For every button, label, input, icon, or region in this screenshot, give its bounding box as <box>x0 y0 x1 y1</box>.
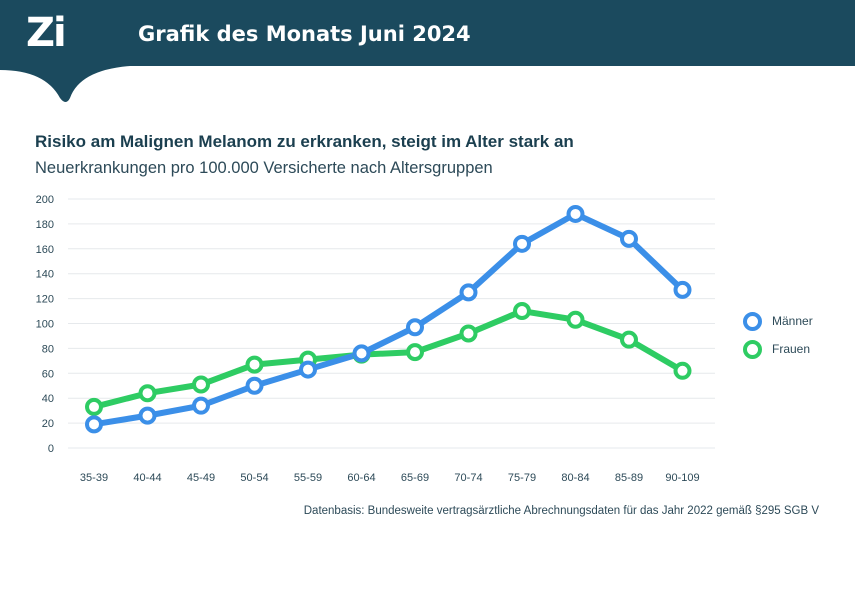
x-tick-label: 35-39 <box>80 472 108 484</box>
data-point-frauen <box>138 384 157 403</box>
x-tick-label: 75-79 <box>508 472 536 484</box>
chart-subtitle: Neuerkrankungen pro 100.000 Versicherte … <box>35 159 493 177</box>
legend-item-maenner: Männer <box>743 311 813 331</box>
data-point-maenner <box>138 406 157 425</box>
data-point-frauen <box>566 310 585 329</box>
data-point-frauen <box>192 375 210 394</box>
data-point-frauen <box>459 324 478 343</box>
data-point-maenner <box>352 344 371 363</box>
data-point-frauen <box>245 355 264 374</box>
data-point-maenner <box>299 360 317 379</box>
header-bar <box>0 0 855 66</box>
x-tick-label: 45-49 <box>187 472 215 484</box>
zi-logo: Zi <box>26 10 67 56</box>
y-tick-label: 80 <box>42 343 54 355</box>
data-point-frauen <box>620 330 638 349</box>
legend-label-maenner: Männer <box>772 314 813 328</box>
x-tick-label: 90-109 <box>665 472 699 484</box>
data-point-maenner <box>566 204 585 223</box>
data-point-frauen <box>85 397 103 416</box>
x-tick-label: 55-59 <box>294 472 322 484</box>
data-point-frauen <box>406 343 424 362</box>
data-point-maenner <box>406 318 424 337</box>
y-tick-label: 60 <box>42 368 54 380</box>
data-point-maenner <box>620 229 638 248</box>
data-point-maenner <box>85 415 103 434</box>
data-point-frauen <box>673 361 692 380</box>
header-notch-shape <box>0 66 130 102</box>
y-tick-label: 0 <box>48 443 54 455</box>
x-tick-label: 40-44 <box>133 472 161 484</box>
y-tick-label: 20 <box>42 418 54 430</box>
line-chart: 0 20 40 60 80 100 120 140 160 180 200 35-39 40-44 45-… <box>36 194 715 484</box>
x-tick-label: 80-84 <box>561 472 589 484</box>
y-tick-label: 40 <box>42 393 54 405</box>
data-point-maenner <box>513 234 531 253</box>
source-note: Datenbasis: Bundesweite vertragsärztlich… <box>303 505 819 517</box>
y-tick-label: 100 <box>36 319 54 331</box>
x-tick-label: 65-69 <box>401 472 429 484</box>
x-tick-label: 60-64 <box>347 472 375 484</box>
x-tick-label: 85-89 <box>615 472 643 484</box>
data-point-maenner <box>192 396 210 415</box>
data-point-frauen <box>513 302 531 321</box>
y-tick-label: 120 <box>36 294 54 306</box>
data-point-maenner <box>673 280 692 299</box>
x-tick-label: 70-74 <box>454 472 482 484</box>
chart-title: Risiko am Malignen Melanom zu erkranken,… <box>35 132 574 151</box>
data-point-maenner <box>245 376 264 395</box>
legend-marker-frauen <box>743 339 762 359</box>
y-tick-label: 160 <box>36 244 54 256</box>
data-point-maenner <box>459 283 478 302</box>
header-title: Grafik des Monats Juni 2024 <box>138 22 471 46</box>
series-line-maenner <box>91 210 686 428</box>
legend-label-frauen: Frauen <box>772 342 811 356</box>
y-tick-label: 180 <box>36 219 54 231</box>
x-tick-label: 50-54 <box>240 472 268 484</box>
y-tick-label: 140 <box>36 269 54 281</box>
legend-marker-maenner <box>743 311 762 331</box>
series-line-frauen <box>91 308 686 410</box>
y-tick-label: 200 <box>36 194 54 206</box>
legend-item-frauen: Frauen <box>743 339 811 359</box>
